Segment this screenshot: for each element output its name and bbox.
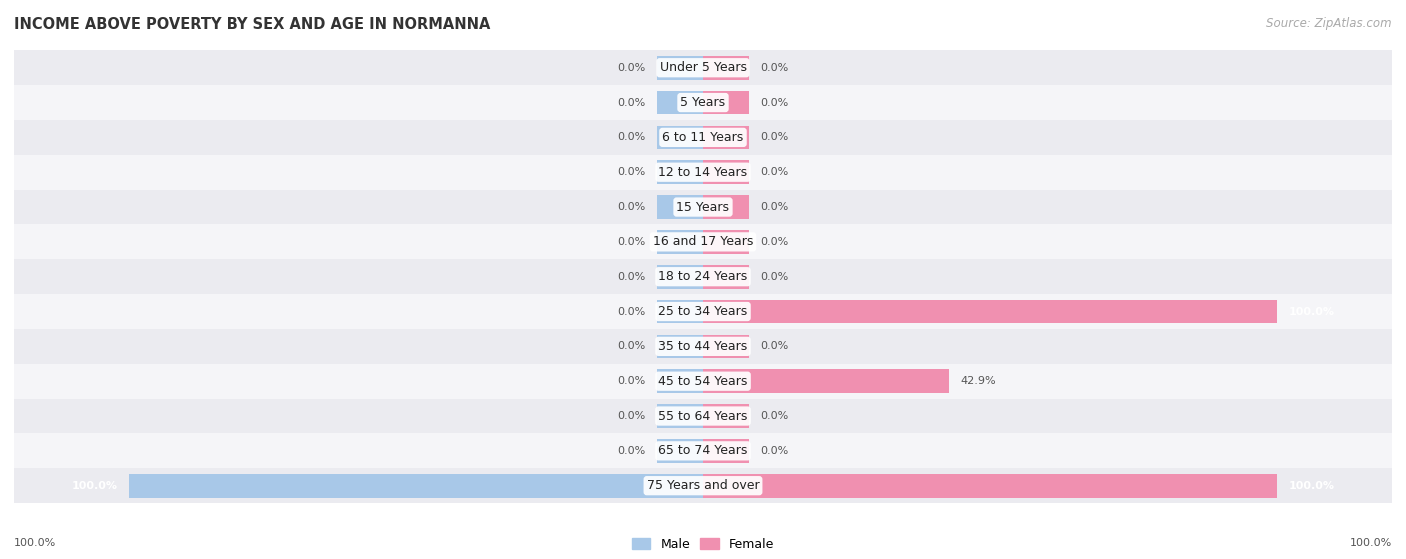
Text: 18 to 24 Years: 18 to 24 Years	[658, 270, 748, 283]
Text: 12 to 14 Years: 12 to 14 Years	[658, 165, 748, 179]
Bar	[14, 120, 1392, 155]
Text: Under 5 Years: Under 5 Years	[659, 61, 747, 74]
Text: 0.0%: 0.0%	[761, 237, 789, 247]
Text: 55 to 64 Years: 55 to 64 Years	[658, 410, 748, 423]
Text: 0.0%: 0.0%	[617, 446, 645, 456]
Text: 0.0%: 0.0%	[761, 202, 789, 212]
Bar	[14, 399, 1392, 433]
Bar	[657, 56, 703, 79]
Text: 0.0%: 0.0%	[761, 342, 789, 352]
Bar	[657, 439, 703, 463]
Bar	[657, 91, 703, 115]
Text: 0.0%: 0.0%	[617, 306, 645, 316]
Bar	[657, 334, 703, 358]
Text: 0.0%: 0.0%	[761, 98, 789, 107]
Bar	[657, 369, 703, 393]
Bar	[657, 230, 703, 254]
Bar	[14, 294, 1392, 329]
Bar	[14, 329, 1392, 364]
Bar	[14, 190, 1392, 225]
Bar	[703, 160, 749, 184]
Text: 16 and 17 Years: 16 and 17 Years	[652, 235, 754, 248]
Text: 0.0%: 0.0%	[617, 202, 645, 212]
Text: 45 to 54 Years: 45 to 54 Years	[658, 375, 748, 388]
Bar	[14, 433, 1392, 468]
Bar	[703, 404, 749, 428]
Text: 5 Years: 5 Years	[681, 96, 725, 109]
Bar	[703, 56, 749, 79]
Bar	[14, 50, 1392, 85]
Text: 0.0%: 0.0%	[761, 272, 789, 282]
Text: 6 to 11 Years: 6 to 11 Years	[662, 131, 744, 144]
Text: 0.0%: 0.0%	[761, 167, 789, 177]
Bar	[657, 160, 703, 184]
Bar	[14, 259, 1392, 294]
Bar	[657, 404, 703, 428]
Text: 100.0%: 100.0%	[1289, 481, 1334, 491]
Text: 100.0%: 100.0%	[1350, 538, 1392, 548]
Text: Source: ZipAtlas.com: Source: ZipAtlas.com	[1267, 17, 1392, 30]
Text: 75 Years and over: 75 Years and over	[647, 479, 759, 492]
Bar	[14, 225, 1392, 259]
Bar	[14, 364, 1392, 399]
Bar	[703, 91, 749, 115]
Text: 0.0%: 0.0%	[617, 63, 645, 73]
Legend: Male, Female: Male, Female	[627, 533, 779, 556]
Bar	[703, 334, 749, 358]
Text: 100.0%: 100.0%	[72, 481, 117, 491]
Text: 0.0%: 0.0%	[761, 446, 789, 456]
Text: 0.0%: 0.0%	[617, 98, 645, 107]
Text: 0.0%: 0.0%	[761, 411, 789, 421]
Bar	[703, 439, 749, 463]
Text: 0.0%: 0.0%	[617, 376, 645, 386]
Bar	[657, 126, 703, 149]
Bar	[703, 265, 749, 288]
Text: 0.0%: 0.0%	[617, 237, 645, 247]
Text: 35 to 44 Years: 35 to 44 Years	[658, 340, 748, 353]
Bar	[14, 85, 1392, 120]
Text: 0.0%: 0.0%	[617, 272, 645, 282]
Bar	[129, 474, 703, 498]
Text: 0.0%: 0.0%	[617, 167, 645, 177]
Bar	[703, 230, 749, 254]
Bar	[14, 155, 1392, 190]
Text: 0.0%: 0.0%	[617, 132, 645, 143]
Text: INCOME ABOVE POVERTY BY SEX AND AGE IN NORMANNA: INCOME ABOVE POVERTY BY SEX AND AGE IN N…	[14, 17, 491, 32]
Text: 0.0%: 0.0%	[761, 63, 789, 73]
Bar	[703, 369, 949, 393]
Text: 0.0%: 0.0%	[617, 411, 645, 421]
Text: 42.9%: 42.9%	[960, 376, 997, 386]
Text: 0.0%: 0.0%	[761, 132, 789, 143]
Bar	[14, 468, 1392, 503]
Text: 65 to 74 Years: 65 to 74 Years	[658, 444, 748, 457]
Bar	[703, 474, 1277, 498]
Bar	[703, 195, 749, 219]
Bar	[703, 300, 1277, 323]
Bar	[657, 300, 703, 323]
Text: 25 to 34 Years: 25 to 34 Years	[658, 305, 748, 318]
Text: 0.0%: 0.0%	[617, 342, 645, 352]
Text: 100.0%: 100.0%	[1289, 306, 1334, 316]
Text: 100.0%: 100.0%	[14, 538, 56, 548]
Text: 15 Years: 15 Years	[676, 201, 730, 214]
Bar	[703, 126, 749, 149]
Bar	[657, 265, 703, 288]
Bar	[657, 195, 703, 219]
